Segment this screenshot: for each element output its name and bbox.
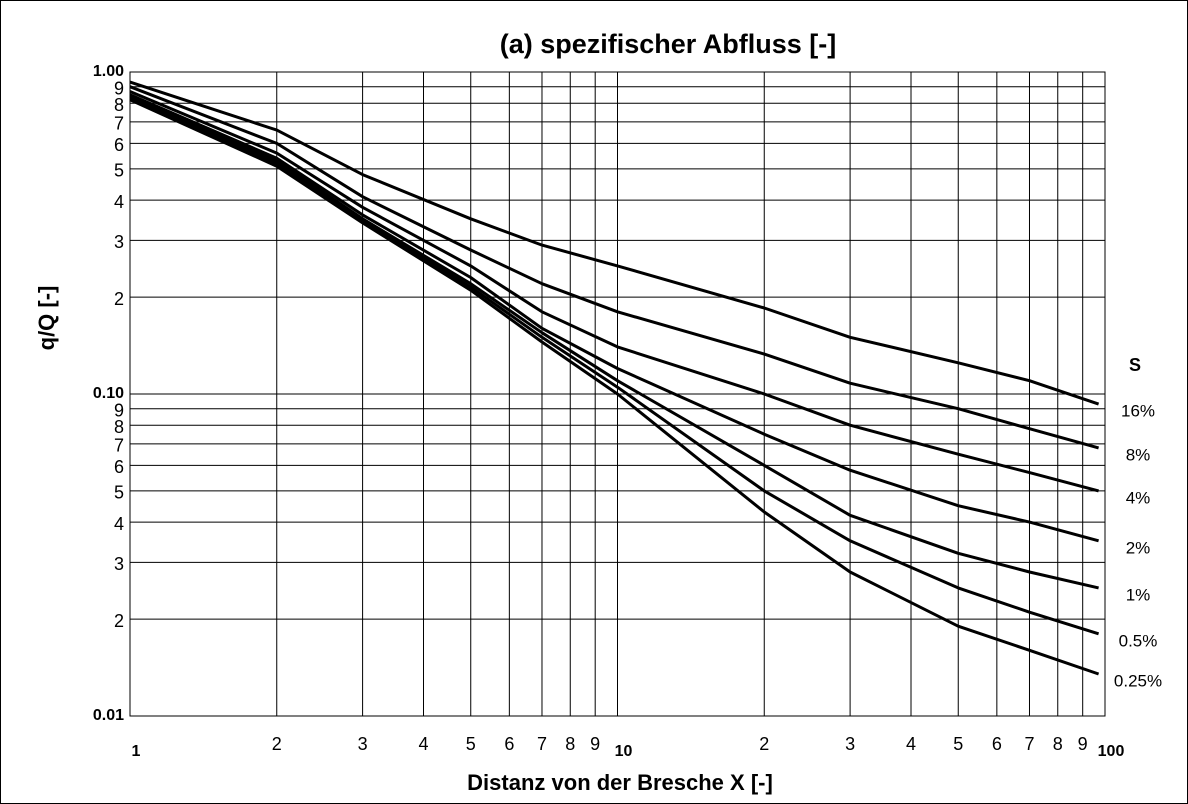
- y-tick-label: 1.00: [93, 63, 124, 80]
- series-line: [129, 85, 1100, 450]
- y-tick-label: 6: [114, 135, 124, 155]
- y-tick-label: 9: [114, 78, 124, 98]
- series-line: [129, 95, 1099, 590]
- series-label: 2%: [1126, 538, 1151, 557]
- x-tick-label: 5: [953, 734, 963, 754]
- legend-title: S: [1129, 355, 1141, 375]
- y-tick-label: 2: [114, 611, 124, 631]
- y-tick-label: 7: [114, 114, 124, 134]
- x-tick-label: 2: [272, 734, 282, 754]
- x-tick-label: 9: [1078, 734, 1088, 754]
- y-tick-label: 2: [114, 289, 124, 309]
- y-tick-label: 7: [114, 436, 124, 456]
- y-tick-label: 9: [114, 400, 124, 420]
- series-line: [129, 90, 1099, 493]
- x-tick-label: 3: [845, 734, 855, 754]
- series-line: [129, 98, 1100, 676]
- x-tick-label: 4: [418, 734, 428, 754]
- y-tick-label: 4: [114, 192, 124, 212]
- series-label: 8%: [1126, 445, 1151, 464]
- chart-title: (a) spezifischer Abfluss [-]: [500, 29, 837, 59]
- series-label: 1%: [1126, 585, 1151, 604]
- y-tick-label: 8: [114, 95, 124, 115]
- y-tick-label: 5: [114, 161, 124, 181]
- x-tick-label: 4: [906, 734, 916, 754]
- y-tick-label: 6: [114, 457, 124, 477]
- series-line: [129, 80, 1100, 406]
- y-tick-label: 3: [114, 232, 124, 252]
- x-tick-label: 100: [1098, 743, 1125, 760]
- x-tick-label: 5: [466, 734, 476, 754]
- y-tick-label: 4: [114, 514, 124, 534]
- x-tick-label: 2: [759, 734, 769, 754]
- y-tick-label: 0.10: [93, 385, 124, 402]
- x-tick-label: 10: [615, 743, 633, 760]
- y-tick-label: 5: [114, 483, 124, 503]
- series-line: [129, 96, 1100, 636]
- plot-border: [129, 71, 1106, 717]
- series-label: 0.25%: [1114, 672, 1162, 691]
- x-tick-label: 7: [537, 734, 547, 754]
- y-tick-label: 0.01: [93, 707, 124, 724]
- x-tick-label: 7: [1024, 734, 1034, 754]
- x-tick-label: 1: [132, 743, 141, 760]
- x-tick-label: 6: [504, 734, 514, 754]
- y-axis-title: q/Q [-]: [34, 286, 59, 351]
- x-tick-label: 8: [565, 734, 575, 754]
- x-tick-label: 3: [358, 734, 368, 754]
- series-line: [129, 93, 1099, 543]
- x-axis-title: Distanz von der Bresche X [-]: [467, 770, 773, 795]
- series-label: 0.5%: [1119, 631, 1158, 650]
- series-label: 4%: [1126, 488, 1151, 507]
- x-tick-label: 6: [992, 734, 1002, 754]
- y-tick-label: 8: [114, 417, 124, 437]
- y-tick-label: 3: [114, 554, 124, 574]
- series-label: 16%: [1121, 402, 1155, 421]
- x-tick-label: 9: [590, 734, 600, 754]
- x-tick-label: 8: [1053, 734, 1063, 754]
